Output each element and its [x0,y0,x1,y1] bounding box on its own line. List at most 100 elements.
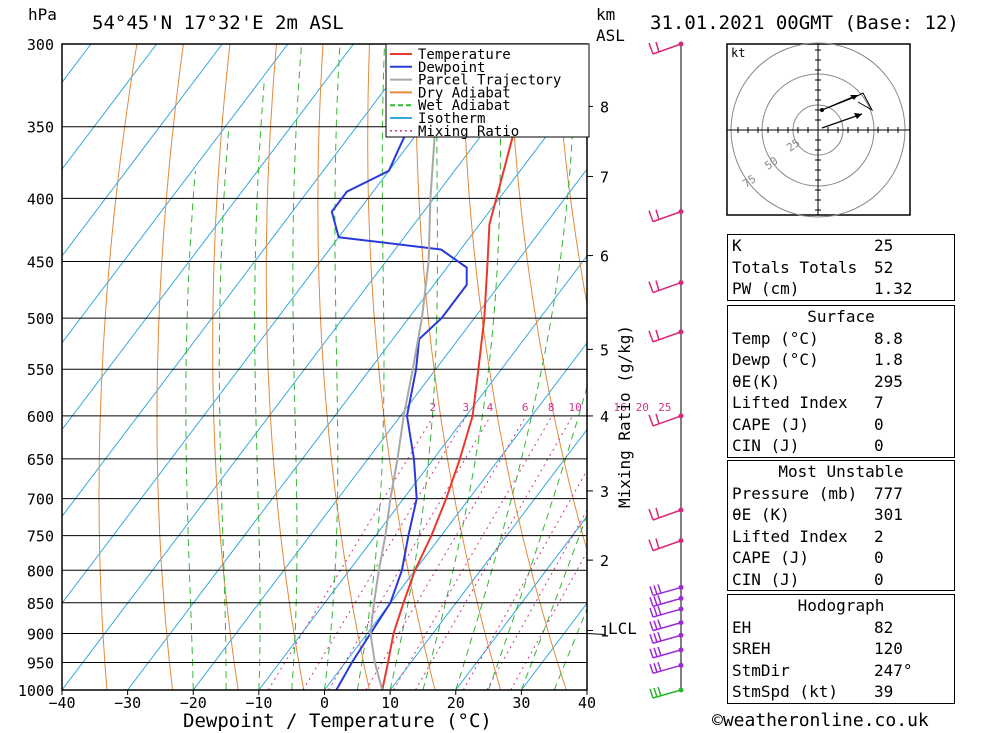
surface-cin-label: CIN (J) [732,436,800,455]
dry-adiabat-line [555,44,587,307]
isotherm-line [62,44,354,431]
mu-lifted-index-value: 2 [874,526,884,546]
mixing-ratio-label: 20 [636,401,649,414]
dry-adiabat-line [974,44,1000,690]
wind-barb [649,662,682,675]
isotherm-line [62,44,223,257]
isotherm-line [258,255,587,690]
wet-adiabat-line [254,78,265,690]
isotherm-line [389,428,587,690]
indices-table: K 25 Totals Totals 52 PW (cm) 1.32 [727,234,955,301]
wind-barb [648,538,682,552]
x-tick-label: −10 [245,694,272,712]
pressure-tick-label: 550 [27,361,54,379]
dewpoint-line [330,44,525,690]
surface-dewp-value: 1.8 [874,350,903,369]
mixing-ratio-label: 4 [487,401,494,414]
km-tick-label: 5 [600,341,609,359]
surface-theta-label: θE(K) [732,371,781,391]
wind-barb [648,280,682,294]
dry-adiabat-line [415,44,502,690]
most-unstable-heading: Most Unstable [778,462,904,481]
dry-adiabat-line [98,44,138,690]
wet-adiabat-line [455,44,577,690]
wind-barb [648,329,682,343]
x-tick-label: 40 [578,694,596,712]
hodograph-ring-label: 50 [762,154,780,172]
totals-totals-value: 52 [874,257,894,277]
pressure-tick-label: 700 [27,491,54,509]
isotherm-line [62,44,289,344]
mixing-ratio-line [393,415,553,690]
eh-label: EH [732,617,752,637]
km-tick-label: 3 [600,483,609,501]
km-unit-label: km [596,5,615,24]
pressure-tick-label: 1000 [18,682,54,700]
km-tick-label: 4 [600,408,609,426]
pressure-tick-label: 450 [27,254,54,272]
pressure-tick-label: 900 [27,625,54,643]
dry-adiabat-line [265,44,305,690]
k-index-label: K [732,236,742,255]
pressure-tick-label: 500 [27,310,54,328]
dry-adiabat-line [317,44,370,690]
wind-barb [648,413,682,427]
mu-cape-label: CAPE (J) [732,548,810,567]
x-tick-label: −20 [180,694,207,712]
parcel-trajectory-line [369,61,440,690]
x-tick-label: 10 [381,694,399,712]
mu-pressure-value: 777 [874,483,903,503]
dry-adiabat-line [212,44,239,690]
isotherm-line [62,44,420,518]
wind-barb [648,507,682,521]
mu-cape-value: 0 [874,548,884,567]
mixing-ratio-line [462,469,587,690]
isotherm-line [455,515,587,690]
wind-barb [648,209,682,223]
x-tick-label: 0 [320,694,329,712]
mixing-ratio-line [486,509,587,690]
wet-adiabat-line [185,170,196,690]
x-tick-label: −30 [114,694,141,712]
km-tick-label: 1 [600,622,609,640]
isotherm-line [324,341,587,690]
mu-pressure-label: Pressure (mb) [732,483,858,503]
km-tick-label: 6 [600,248,609,266]
temperature-line [381,44,535,690]
km-tick-label: 2 [600,552,609,570]
pressure-tick-label: 350 [27,119,54,137]
stmdir-label: StmDir [732,660,790,680]
surface-temp-label: Temp (°C) [732,328,819,348]
lcl-label: LCL [608,619,637,638]
km-tick-label: 8 [600,98,609,116]
surface-lifted-index-value: 7 [874,393,884,412]
x-tick-label: 20 [447,694,465,712]
mixing-ratio-label: 3 [462,401,469,414]
surface-cape-value: 0 [874,414,884,434]
mixing-ratio-label: 10 [569,401,582,414]
wind-barb [649,595,682,608]
isotherm-line [192,168,587,690]
pressure-tick-label: 650 [27,451,54,469]
mixing-ratio-line [302,415,467,690]
mixing-ratio-label: 6 [522,401,529,414]
hodograph-ring-label: 75 [740,172,758,190]
storm-motion-vector [821,113,863,129]
x-tick-label: 30 [512,694,530,712]
km-tick-label: 7 [600,168,609,186]
mixing-ratio-label: 16 [614,401,627,414]
mixing-ratio-axis-title: Mixing Ratio (g/kg) [615,325,634,508]
pressure-tick-label: 600 [27,408,54,426]
legend-label-wet-adiabat: Wet Adiabat [418,98,511,114]
copyright-link[interactable]: ©weatheronline.co.uk [712,710,929,731]
pressure-tick-label: 800 [27,562,54,580]
stmspd-value: 39 [874,682,894,701]
mu-cin-value: 0 [874,569,884,589]
legend-label-dewpoint: Dewpoint [418,60,485,76]
mixing-ratio-line [365,415,527,690]
legend-label-temperature: Temperature [418,47,511,63]
pressure-tick-label: 850 [27,595,54,613]
hodograph-stats-table: Hodograph EH 82 SREH 120 StmDir 247° StmSpd… [727,594,955,704]
isotherm-line [0,44,25,690]
